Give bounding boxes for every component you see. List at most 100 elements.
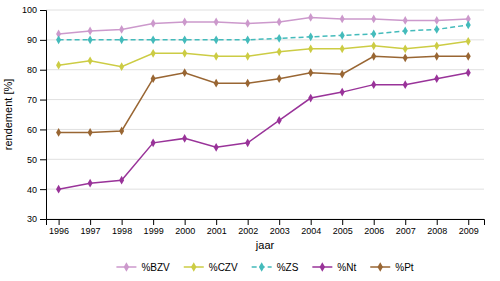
plot: 1996199719981999200020012002200320042005… [2, 5, 485, 251]
series-marker [88, 56, 93, 65]
x-tick-mark [59, 219, 60, 225]
x-tick: 1996 [49, 219, 69, 236]
series-marker [371, 30, 376, 39]
series-marker [371, 41, 376, 50]
series-marker [245, 19, 250, 28]
x-tick: 2006 [364, 219, 384, 236]
x-tick-mark [374, 219, 375, 225]
x-tick-mark [279, 219, 280, 225]
series-marker [277, 34, 282, 43]
legend-item: %Pt [370, 262, 414, 273]
legend-label: %Nt [337, 262, 356, 273]
series-marker [434, 41, 439, 50]
x-tick: 2004 [301, 219, 321, 236]
x-tick: 1997 [81, 219, 101, 236]
series-marker [182, 18, 187, 27]
series-marker [277, 47, 282, 56]
series-marker [151, 138, 156, 147]
grid-line [46, 99, 484, 100]
series-marker [340, 70, 345, 79]
x-tick-label: 1996 [49, 226, 69, 236]
series-marker [277, 18, 282, 27]
y-tick: 90 [27, 35, 46, 45]
legend-marker [378, 262, 383, 271]
y-tick-label: 80 [27, 65, 37, 75]
y-tick: 80 [27, 65, 46, 75]
x-tick-label: 2006 [364, 226, 384, 236]
x-tick: 2005 [333, 219, 353, 236]
x-axis-line [47, 220, 485, 226]
y-tick-label: 60 [27, 125, 37, 135]
series-marker [434, 25, 439, 34]
x-tick: 2007 [396, 219, 416, 236]
series-marker [371, 52, 376, 61]
chart: 1996199719981999200020012002200320042005… [0, 0, 500, 281]
series-marker [245, 35, 250, 44]
x-tick-mark [153, 219, 154, 225]
grid-line [46, 69, 484, 70]
x-tick-mark [185, 219, 186, 225]
legend-marker [124, 262, 129, 271]
series-marker [182, 49, 187, 58]
series-marker [340, 15, 345, 24]
x-tick: 2000 [175, 219, 195, 236]
x-tick: 1998 [112, 219, 132, 236]
series-marker [151, 35, 156, 44]
legend-label: %CZV [209, 262, 238, 273]
series-marker [119, 35, 124, 44]
y-tick-label: 30 [27, 214, 37, 224]
series-marker [119, 176, 124, 185]
x-tick-label: 2002 [238, 226, 258, 236]
legend-item: %CZV [184, 262, 238, 273]
series-marker [434, 74, 439, 83]
grid-line [46, 159, 484, 160]
y-tick-mark [40, 10, 46, 11]
x-tick-label: 1999 [144, 226, 164, 236]
x-tick-label: 2009 [459, 226, 479, 236]
series-marker [308, 33, 313, 42]
legend-marker [191, 262, 196, 271]
x-tick-mark [437, 219, 438, 225]
x-axis: 1996199719981999200020012002200320042005… [47, 219, 485, 236]
x-tick-mark [468, 219, 469, 225]
x-tick-mark [248, 219, 249, 225]
series-marker [182, 68, 187, 77]
series-marker [56, 61, 61, 70]
series-marker [151, 49, 156, 58]
x-tick-mark [122, 219, 123, 225]
x-tick-label: 2004 [301, 226, 321, 236]
series-marker [56, 185, 61, 194]
y-tick: 70 [27, 95, 46, 105]
x-tick-label: 2000 [175, 226, 195, 236]
series-marker [277, 116, 282, 125]
y-tick-mark [40, 159, 46, 160]
series-marker [182, 134, 187, 143]
series-marker [403, 53, 408, 62]
legend: %BZV%CZV%ZS%Nt%Pt [116, 262, 413, 273]
y-tick: 60 [27, 125, 46, 135]
series-marker [466, 37, 471, 46]
y-tick: 40 [27, 185, 46, 195]
series-marker [403, 16, 408, 25]
series-marker [214, 79, 219, 88]
series-marker [308, 13, 313, 22]
series-marker [214, 35, 219, 44]
x-tick-mark [216, 219, 217, 225]
x-tick-label: 2003 [270, 226, 290, 236]
series-marker [277, 74, 282, 83]
series-marker [340, 44, 345, 53]
y-tick: 50 [27, 155, 46, 165]
series-marker [119, 127, 124, 136]
x-tick-label: 1998 [112, 226, 132, 236]
y-axis: 30 40 50 60 70 80 90 100 [22, 5, 47, 224]
y-tick: 100 [22, 5, 46, 15]
grid-line [46, 189, 484, 190]
x-tick-mark [311, 219, 312, 225]
y-tick-label: 100 [22, 5, 37, 15]
series-marker [340, 31, 345, 40]
y-axis-title: rendement [%] [2, 79, 14, 151]
series-line [59, 41, 469, 66]
series-marker [466, 68, 471, 77]
series-line [59, 73, 469, 189]
series-marker [308, 94, 313, 103]
